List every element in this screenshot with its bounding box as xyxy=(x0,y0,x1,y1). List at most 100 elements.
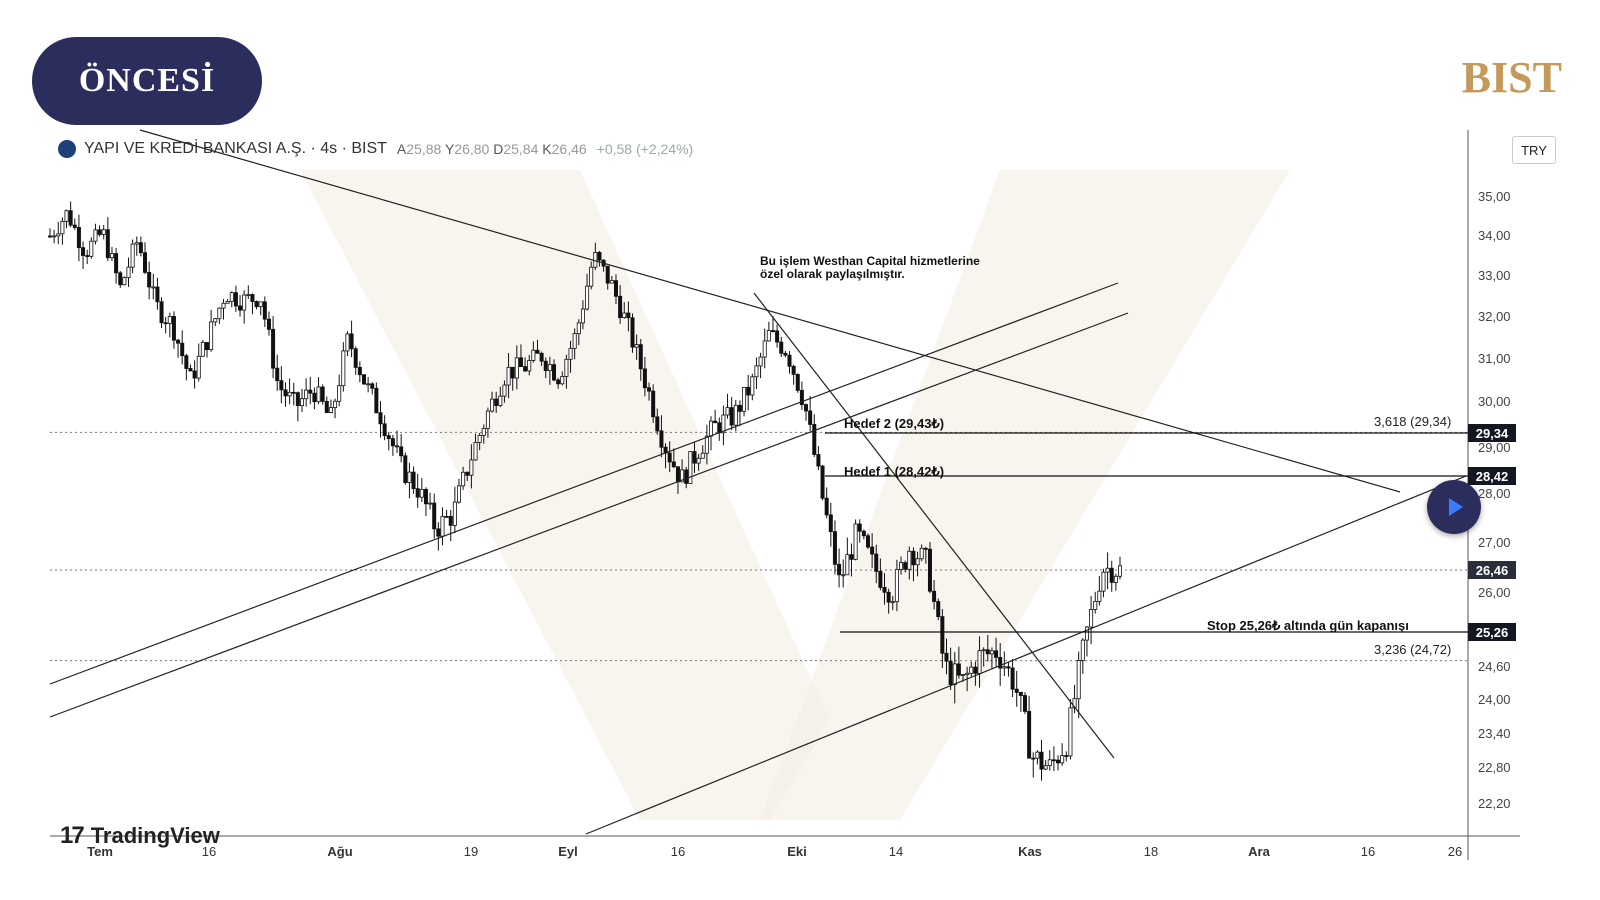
candle-body xyxy=(965,672,970,675)
x-tick-label: 14 xyxy=(889,844,903,859)
candle-body xyxy=(994,650,999,658)
candle-body xyxy=(97,229,102,235)
candle-body xyxy=(490,398,495,412)
y-tick-label: 24,60 xyxy=(1478,659,1511,674)
candle-body xyxy=(1113,575,1118,583)
candle-body xyxy=(828,514,833,533)
candle-body xyxy=(436,528,441,537)
candle-body xyxy=(936,601,941,618)
candle-body xyxy=(1018,692,1023,696)
trend-line xyxy=(139,129,1401,493)
candle-body xyxy=(481,427,486,436)
candle-body xyxy=(1097,590,1102,602)
candle-body xyxy=(750,376,755,396)
candle-body xyxy=(72,224,77,228)
candle-body xyxy=(254,301,259,308)
candle-body xyxy=(93,229,98,242)
bist-brand-label: BIST xyxy=(1461,53,1562,102)
candle-body xyxy=(361,374,366,385)
candle-body xyxy=(85,255,90,257)
candle-body xyxy=(105,229,110,259)
candle-body xyxy=(423,489,428,505)
candle-body xyxy=(725,407,730,416)
candle-body xyxy=(861,530,866,537)
play-button[interactable] xyxy=(1427,480,1481,534)
candle-body xyxy=(506,366,511,386)
y-tick-label: 32,00 xyxy=(1478,309,1511,324)
candle-body xyxy=(890,601,895,604)
candle-body xyxy=(213,318,218,323)
candle-body xyxy=(242,294,247,311)
candle-body xyxy=(378,412,383,425)
candle-body xyxy=(440,515,445,537)
play-icon xyxy=(1449,498,1463,516)
candle-body xyxy=(704,435,709,454)
candle-body xyxy=(787,354,792,367)
candle-body xyxy=(246,294,251,296)
candle-body xyxy=(48,235,53,238)
candle-body xyxy=(485,410,490,429)
price-tag xyxy=(1468,561,1516,579)
candle-body xyxy=(684,469,689,484)
candle-body xyxy=(576,322,581,335)
x-tick-label: Ara xyxy=(1248,844,1270,859)
price-tag xyxy=(1468,623,1516,641)
candle-body xyxy=(779,341,784,354)
candle-body xyxy=(159,301,164,324)
candle-body xyxy=(56,233,61,237)
symbol-title: YAPI VE KREDİ BANKASI A.Ş. · 4s · BIST xyxy=(84,140,387,157)
candle-body xyxy=(589,266,594,287)
candle-body xyxy=(808,410,813,425)
candle-body xyxy=(692,451,697,464)
note-text: özel olarak paylaşılmıştır. xyxy=(760,267,905,281)
candle-body xyxy=(64,210,69,222)
candle-body xyxy=(176,339,181,344)
candle-body xyxy=(816,454,821,467)
candle-body xyxy=(572,333,577,349)
candle-body xyxy=(258,301,263,308)
candle-body xyxy=(626,312,631,319)
candle-body xyxy=(659,430,664,448)
watermark-shape xyxy=(300,170,830,820)
candle-body xyxy=(824,497,829,516)
candle-body xyxy=(535,349,540,354)
candle-body xyxy=(428,502,433,505)
x-tick-label: 18 xyxy=(1144,844,1158,859)
candle-body xyxy=(919,547,924,560)
y-tick-label: 33,00 xyxy=(1478,268,1511,283)
x-tick-label: Ağu xyxy=(327,844,352,859)
candle-body xyxy=(989,650,994,655)
candle-body xyxy=(448,516,453,526)
candle-body xyxy=(444,515,449,518)
candle-body xyxy=(985,649,990,655)
candle-body xyxy=(316,386,321,403)
watermark-shape xyxy=(760,170,1290,820)
candle-body xyxy=(262,301,267,320)
candle-body xyxy=(948,660,953,686)
candle-body xyxy=(1118,565,1123,577)
candle-body xyxy=(320,386,325,402)
candle-body xyxy=(1047,759,1052,767)
currency-selector[interactable]: TRY xyxy=(1512,136,1556,164)
price-tag-label: 26,46 xyxy=(1476,563,1509,578)
candle-body xyxy=(275,367,280,382)
candle-body xyxy=(1031,757,1036,760)
candle-body xyxy=(729,407,734,426)
y-tick-label: 26,00 xyxy=(1478,585,1511,600)
symbol-header[interactable]: YAPI VE KREDİ BANKASI A.Ş. · 4s · BIST A… xyxy=(58,140,693,158)
candle-body xyxy=(271,328,276,369)
oncesi-badge: ÖNCESİ xyxy=(32,37,262,125)
trend-line xyxy=(585,475,1467,835)
candle-body xyxy=(250,294,255,302)
candle-body xyxy=(791,365,796,375)
x-tick-label: 19 xyxy=(464,844,478,859)
candle-body xyxy=(568,347,573,360)
price-change: +0,58 (+2,24%) xyxy=(596,141,694,157)
price-tag-label: 25,26 xyxy=(1476,625,1509,640)
candle-body xyxy=(903,562,908,570)
candle-body xyxy=(328,407,333,414)
candle-body xyxy=(1093,601,1098,610)
candle-body xyxy=(1002,666,1007,669)
